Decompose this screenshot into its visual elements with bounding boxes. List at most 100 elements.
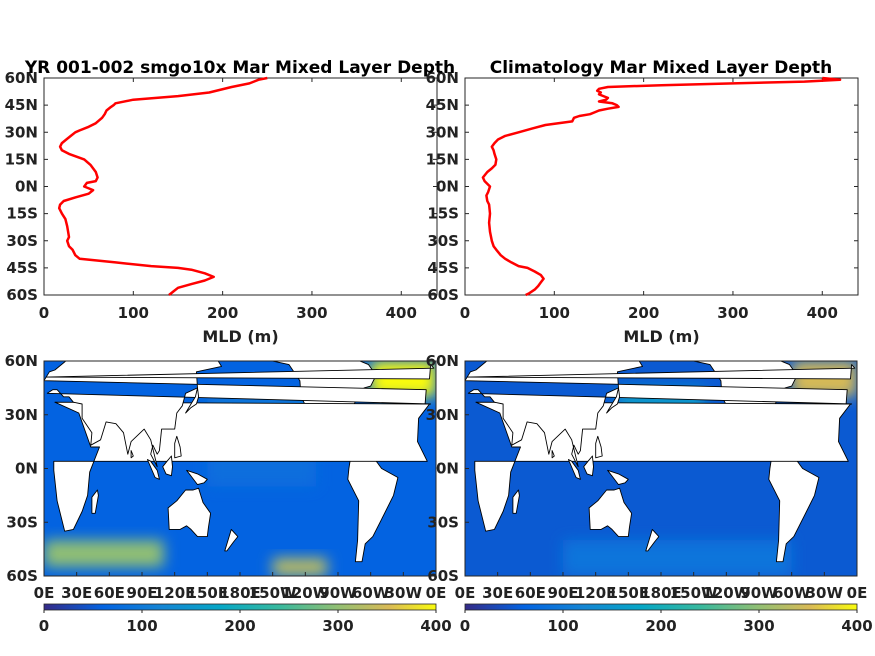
colorbar-tick-label: 100 (547, 617, 578, 635)
colorbar-tick-label: 400 (841, 617, 872, 635)
x-tick-label: 180E (640, 584, 682, 602)
continent (44, 361, 432, 468)
x-tick-label: 0E (34, 584, 55, 602)
x-tick-label: 0E (426, 584, 447, 602)
continent (130, 450, 134, 459)
mld-region (272, 558, 328, 576)
continent (583, 455, 594, 477)
plot-title: Climatology Mar Mixed Layer Depth (490, 58, 833, 78)
x-tick-label: 30W (806, 584, 844, 602)
x-tick-label: 300 (296, 304, 327, 322)
continent (512, 489, 520, 514)
x-tick-label: 30W (385, 584, 423, 602)
continent (386, 361, 388, 362)
x-tick-label: 60W (773, 584, 811, 602)
y-tick-label: 30N (5, 406, 38, 424)
y-tick-label: 30N (426, 406, 459, 424)
y-tick-label: 45N (426, 96, 459, 114)
continent (45, 364, 435, 380)
x-tick-label: 90E (126, 584, 157, 602)
x-tick-label: 30E (61, 584, 92, 602)
continent (567, 459, 581, 480)
continent (174, 435, 182, 459)
x-tick-label: 400 (386, 304, 417, 322)
y-tick-label: 0N (436, 178, 459, 196)
x-tick-label: 100 (118, 304, 149, 322)
x-tick-label: 0E (455, 584, 476, 602)
x-tick-label: 150E (187, 584, 229, 602)
continent (595, 435, 603, 459)
x-tick-label: 150E (608, 584, 650, 602)
mld-region (563, 540, 792, 576)
y-tick-label: 15S (427, 205, 459, 223)
continent (645, 528, 660, 552)
x-tick-label: 90W (740, 584, 778, 602)
continent (867, 402, 875, 531)
x-tick-label: 300 (717, 304, 748, 322)
x-tick-label: 90W (319, 584, 357, 602)
y-tick-label: 45S (427, 259, 459, 277)
x-tick-label: 60W (352, 584, 390, 602)
y-tick-label: 15S (6, 205, 38, 223)
land-mask (0, 322, 807, 563)
continent (91, 489, 99, 514)
y-tick-label: 30S (427, 513, 459, 531)
continent (162, 455, 173, 477)
y-tick-label: 60S (6, 286, 38, 304)
continent (859, 365, 875, 379)
y-tick-label: 60N (5, 352, 38, 370)
colorbar-tick-label: 300 (743, 617, 774, 635)
continent (749, 322, 807, 361)
colorbar-tick-label: 200 (224, 617, 255, 635)
continent (0, 447, 6, 562)
y-tick-label: 15N (5, 150, 38, 168)
continent (186, 469, 208, 486)
x-axis-label: MLD (m) (202, 327, 278, 346)
colorbar-tick-label: 200 (645, 617, 676, 635)
y-tick-label: 60S (6, 567, 38, 585)
continent (588, 487, 633, 538)
continent (185, 387, 200, 414)
colorbar-tick-label: 100 (126, 617, 157, 635)
y-tick-label: 60N (5, 69, 38, 87)
y-tick-label: 30N (5, 123, 38, 141)
continent (551, 450, 555, 459)
x-tick-label: 150W (670, 584, 718, 602)
x-tick-label: 0 (39, 304, 49, 322)
land-mask (465, 361, 875, 563)
x-tick-label: 200 (628, 304, 659, 322)
colorbar-tick-label: 0 (460, 617, 470, 635)
x-tick-label: 90E (547, 584, 578, 602)
x-tick-label: 120W (281, 584, 329, 602)
x-tick-label: 30E (482, 584, 513, 602)
y-tick-label: 60S (427, 286, 459, 304)
profile-plot-1: 0 100 200 300 400 60N 45N 30N 15N 0N 15S 30S 45S 60S M… (5, 69, 438, 346)
x-tick-label: 100 (539, 304, 570, 322)
y-tick-label: 60S (427, 567, 459, 585)
mld-profile-line (57, 76, 268, 296)
x-tick-label: 60E (515, 584, 546, 602)
continent (606, 387, 621, 414)
y-tick-label: 45N (5, 96, 38, 114)
continent (466, 364, 856, 380)
x-tick-label: 180E (219, 584, 261, 602)
y-tick-label: 30N (426, 123, 459, 141)
profile-plot-2: 0 100 200 300 400 60N 45N 30N 15N 0N 15S 30S 45S 60S M… (426, 69, 859, 346)
x-tick-label: 150W (249, 584, 297, 602)
y-tick-label: 15N (426, 150, 459, 168)
x-tick-label: 120W (702, 584, 750, 602)
x-tick-label: 0 (460, 304, 470, 322)
colorbar-tick-label: 0 (39, 617, 49, 635)
y-tick-label: 30S (6, 513, 38, 531)
continent (146, 459, 160, 480)
continent (465, 361, 853, 468)
x-axis-label: MLD (m) (623, 327, 699, 346)
continent (167, 487, 212, 538)
mld-profile-line (481, 76, 842, 297)
colorbar-tick-label: 400 (420, 617, 451, 635)
plot-frame (464, 77, 859, 296)
x-tick-label: 400 (807, 304, 838, 322)
x-tick-label: 0E (847, 584, 868, 602)
